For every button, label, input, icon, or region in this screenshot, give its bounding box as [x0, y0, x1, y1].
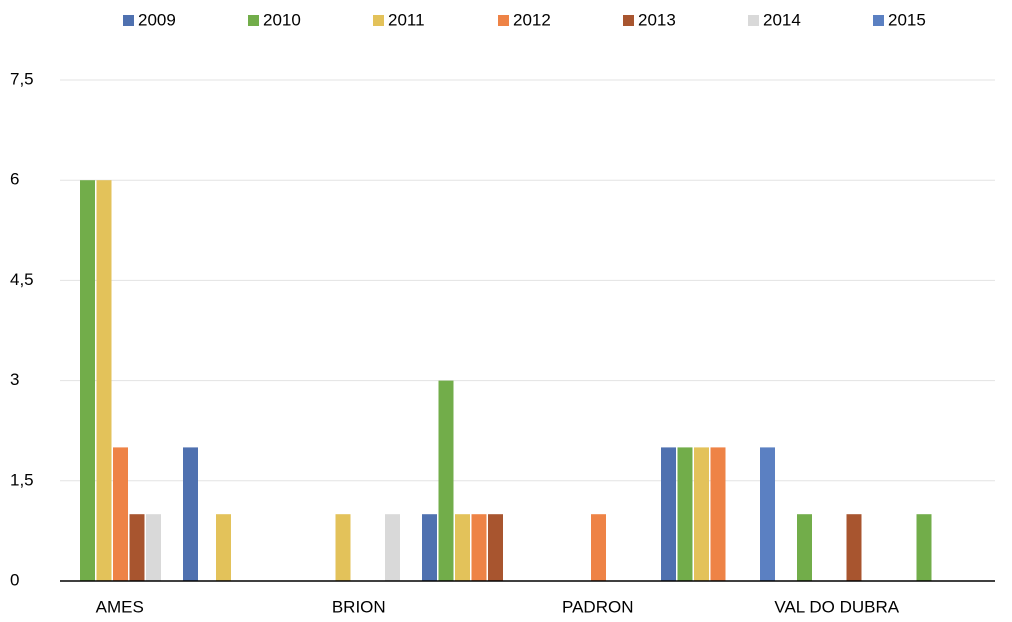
legend-label: 2015: [888, 10, 926, 29]
bar: [216, 514, 231, 581]
bar: [760, 447, 775, 581]
bar: [183, 447, 198, 581]
legend-swatch: [248, 15, 259, 26]
x-tick-label: AMES: [96, 597, 144, 616]
legend-label: 2010: [263, 10, 301, 29]
bar: [129, 514, 145, 581]
bar: [80, 180, 95, 581]
legend-label: 2012: [513, 10, 551, 29]
legend-label: 2009: [138, 10, 176, 29]
bar: [710, 447, 726, 581]
bar: [96, 180, 112, 581]
bar: [385, 514, 400, 581]
y-tick-label: 3: [10, 370, 19, 389]
legend-swatch: [123, 15, 134, 26]
x-tick-label: BRION: [332, 597, 386, 616]
bar: [438, 380, 454, 581]
y-tick-label: 1,5: [10, 470, 34, 489]
x-tick-label: PADRON: [562, 597, 633, 616]
legend-label: 2014: [763, 10, 801, 29]
bar: [677, 447, 693, 581]
legend-swatch: [873, 15, 884, 26]
bar: [335, 514, 351, 581]
legend-swatch: [373, 15, 384, 26]
y-tick-label: 4,5: [10, 270, 34, 289]
x-tick-label: VAL DO DUBRA: [774, 597, 899, 616]
legend-swatch: [748, 15, 759, 26]
bar: [113, 447, 128, 581]
legend-swatch: [498, 15, 509, 26]
bar: [694, 447, 709, 581]
bar: [797, 514, 812, 581]
legend-swatch: [623, 15, 634, 26]
bar: [455, 514, 470, 581]
bar: [146, 514, 161, 581]
bar: [422, 514, 437, 581]
bar: [488, 514, 503, 581]
legend-label: 2013: [638, 10, 676, 29]
y-tick-label: 6: [10, 170, 19, 189]
bar: [846, 514, 862, 581]
bar: [661, 447, 676, 581]
bar: [916, 514, 932, 581]
bar: [471, 514, 487, 581]
bar: [591, 514, 606, 581]
y-tick-label: 7,5: [10, 69, 34, 88]
legend-label: 2011: [388, 10, 425, 29]
y-tick-label: 0: [10, 570, 19, 589]
